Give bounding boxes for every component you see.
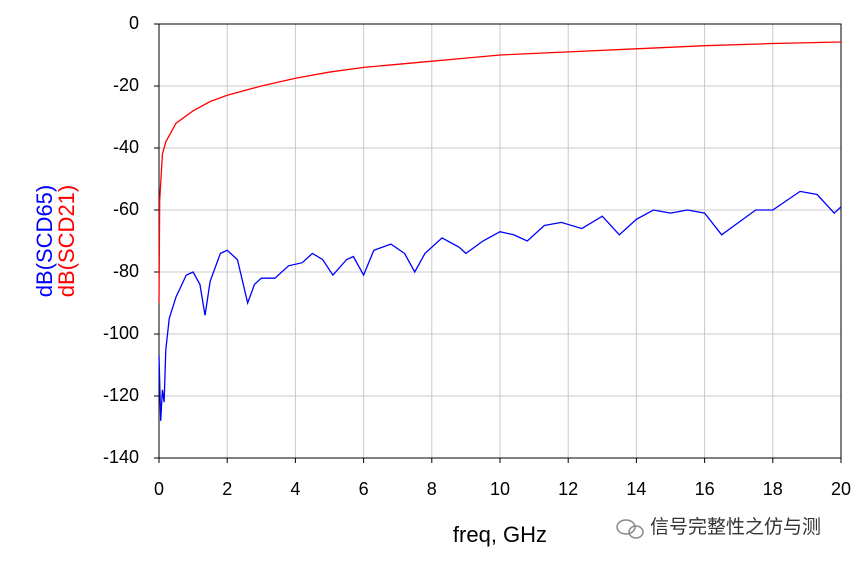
- y-tick-label: 0: [129, 13, 139, 33]
- y-axis-label: dB(SCD65): [32, 185, 57, 297]
- y-axis-label: dB(SCD21): [54, 185, 79, 297]
- watermark-icon: [616, 519, 644, 539]
- x-axis-label: freq, GHz: [453, 522, 547, 547]
- y-tick-label: -140: [103, 447, 139, 467]
- y-label-scd21: dB(SCD21): [54, 185, 79, 297]
- x-tick-label: 8: [427, 479, 437, 499]
- y-tick-label: -100: [103, 323, 139, 343]
- x-tick-label: 0: [154, 479, 164, 499]
- y-tick-label: -80: [113, 261, 139, 281]
- x-tick-label: 14: [626, 479, 646, 499]
- series-line: [158, 41, 842, 304]
- y-tick-label: -40: [113, 137, 139, 157]
- x-tick-label: 20: [831, 479, 851, 499]
- x-tick-label: 10: [490, 479, 510, 499]
- y-tick-label: -20: [113, 75, 139, 95]
- y-label-scd65: dB(SCD65): [32, 185, 57, 297]
- x-tick-label: 4: [290, 479, 300, 499]
- series-line: [158, 190, 842, 421]
- x-tick-label: 18: [763, 479, 783, 499]
- watermark: 信号完整性之仿与测: [650, 516, 821, 538]
- x-tick-label: 12: [558, 479, 578, 499]
- x-tick-label: 2: [222, 479, 232, 499]
- x-tick-label: 6: [359, 479, 369, 499]
- y-tick-label: -60: [113, 199, 139, 219]
- x-tick-label: 16: [695, 479, 715, 499]
- y-tick-label: -120: [103, 385, 139, 405]
